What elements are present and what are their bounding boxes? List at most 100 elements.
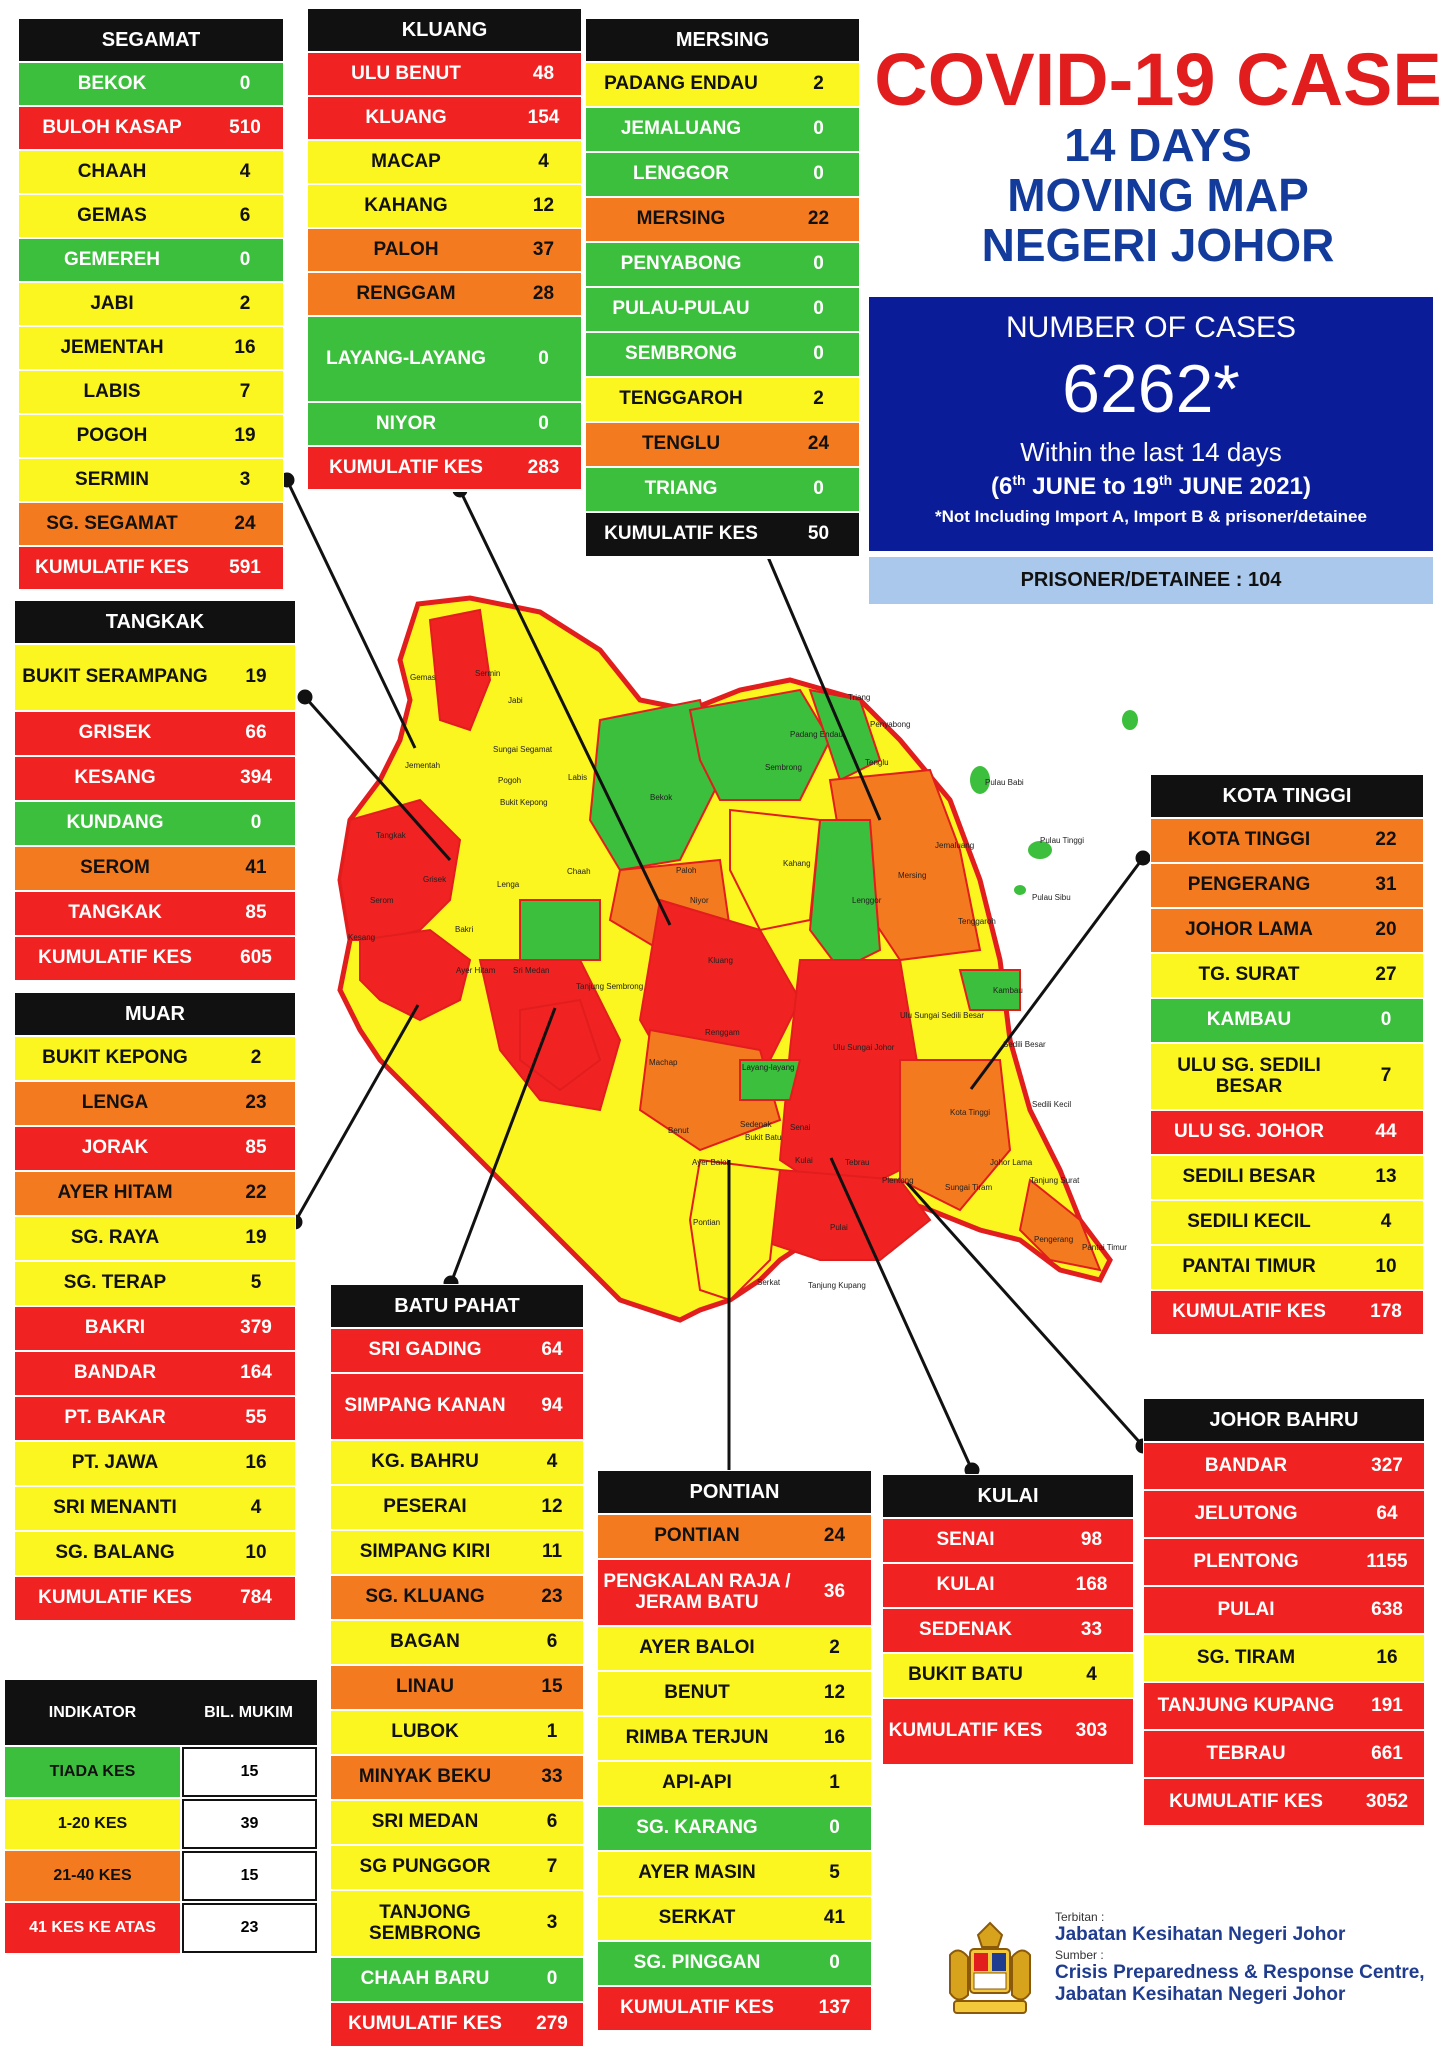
- map-label: Ayer Baloi: [692, 1158, 729, 1167]
- mukim-cases: 191: [1350, 1683, 1424, 1729]
- map-label: Ulu Sungai Sedili Besar: [900, 1011, 984, 1020]
- mukim-name: JEMALUANG: [586, 108, 776, 151]
- mukim-cases: 1155: [1350, 1539, 1424, 1585]
- state-emblem-icon: [949, 1921, 1031, 2014]
- mukim-row: KUMULATIF KES 303: [883, 1699, 1133, 1764]
- mukim-cases: 13: [1349, 1156, 1423, 1199]
- region-bekok: [588, 698, 722, 872]
- mukim-cases: 7: [207, 371, 283, 413]
- mukim-row: MERSING 22: [586, 198, 859, 241]
- mukim-cases: 0: [506, 403, 581, 445]
- mukim-name: TANJONG SEMBRONG: [331, 1891, 519, 1956]
- mukim-cases: 3: [521, 1891, 583, 1956]
- map-label: Bukit Kepong: [500, 798, 548, 807]
- mukim-name: SIMPANG KIRI: [331, 1531, 519, 1574]
- mukim-name: KUMULATIF KES: [598, 1987, 796, 2030]
- mukim-cases: 0: [506, 317, 581, 401]
- mukim-row: SG. KARANG 0: [598, 1807, 871, 1850]
- mukim-row: CHAAH 4: [19, 151, 283, 193]
- cases-footnote: *Not Including Import A, Import B & pris…: [935, 507, 1367, 526]
- mukim-row: SERKAT 41: [598, 1897, 871, 1940]
- mukim-cases: 661: [1350, 1731, 1424, 1777]
- mukim-row: BUKIT SERAMPANG 19: [15, 645, 295, 710]
- legend-label: 41 KES KE ATAS: [5, 1903, 180, 1953]
- map-label: Kulai: [795, 1156, 813, 1165]
- region-pengerang: [1018, 1178, 1102, 1272]
- map-label: Renggam: [705, 1028, 740, 1037]
- map-label: Bakri: [455, 925, 473, 934]
- mukim-name: BANDAR: [15, 1352, 215, 1395]
- mukim-cases: 1: [798, 1762, 871, 1805]
- mukim-name: ULU SG. JOHOR: [1151, 1111, 1347, 1154]
- mukim-name: PT. BAKAR: [15, 1397, 215, 1440]
- mukim-name: MINYAK BEKU: [331, 1756, 519, 1799]
- map-label: Pulau Tinggi: [1040, 836, 1084, 845]
- mukim-row: KUMULATIF KES 605: [15, 937, 295, 980]
- legend-count: 15: [182, 1851, 317, 1901]
- mukim-name: PULAI: [1144, 1587, 1348, 1633]
- mukim-name: AYER MASIN: [598, 1852, 796, 1895]
- district-table-muar: MUAR BUKIT KEPONG 2 LENGA 23 JORAK 85 AYER HITA…: [14, 992, 296, 1623]
- mukim-row: TRIANG 0: [586, 468, 859, 511]
- map-label: Serkat: [757, 1278, 781, 1287]
- mukim-name: SRI MEDAN: [331, 1801, 519, 1844]
- region-renggam: [638, 1028, 782, 1152]
- mukim-name: CHAAH: [19, 151, 205, 193]
- map-label: Ulu Sungai Johor: [833, 1043, 895, 1052]
- mukim-name: KULAI: [883, 1564, 1048, 1607]
- mukim-name: SIMPANG KANAN: [331, 1374, 519, 1439]
- map-label: Kesang: [348, 933, 375, 942]
- mukim-cases: 20: [1349, 909, 1423, 952]
- mukim-cases: 0: [207, 239, 283, 281]
- mukim-name: LENGGOR: [586, 153, 776, 196]
- map-label: Paloh: [676, 866, 696, 875]
- mukim-cases: 283: [506, 447, 581, 489]
- date-sup: th: [1158, 472, 1173, 488]
- mukim-name: SG. KARANG: [598, 1807, 796, 1850]
- region-kluang: [638, 898, 802, 1092]
- mukim-name: PENGERANG: [1151, 864, 1347, 907]
- mukim-row: GEMEREH 0: [19, 239, 283, 281]
- map-label: Tanjung Sembrong: [576, 982, 643, 991]
- legend-header-indicator: INDIKATOR: [48, 1703, 137, 1721]
- map-label: Sungai Segamat: [493, 745, 553, 754]
- mukim-cases: 638: [1350, 1587, 1424, 1633]
- mukim-row: GRISEK 66: [15, 712, 295, 755]
- map-label: Kota Tinggi: [950, 1108, 990, 1117]
- mukim-cases: 7: [521, 1846, 583, 1889]
- map-label: Bukit Batu: [745, 1133, 781, 1142]
- mukim-row: KAMBAU 0: [1151, 999, 1423, 1042]
- legend-rows: TIADA KES 15 1-20 KES 39 21-40 KES 15 41 KES K…: [5, 1747, 317, 1953]
- mukim-name: PENYABONG: [586, 243, 776, 286]
- mukim-cases: 33: [521, 1756, 583, 1799]
- mukim-row: BUKIT KEPONG 2: [15, 1037, 295, 1080]
- mukim-cases: 23: [521, 1576, 583, 1619]
- district-table-kulai: KULAI SENAI 98 KULAI 168 SEDENAK 33 BUKIT BATU 4…: [882, 1474, 1134, 1767]
- cases-label: NUMBER OF CASES: [1005, 311, 1297, 344]
- mukim-row: KESANG 394: [15, 757, 295, 800]
- mukim-cases: 279: [521, 2003, 583, 2046]
- mukim-name: JABI: [19, 283, 205, 325]
- mukim-cases: 3: [207, 459, 283, 501]
- mukim-cases: 23: [217, 1082, 295, 1125]
- source-line: Crisis Preparedness & Response Centre,: [1055, 1962, 1425, 1983]
- legend-label: 21-40 KES: [5, 1851, 180, 1901]
- prisoner-count: PRISONER/DETAINEE : 104: [869, 557, 1433, 604]
- mukim-row: SERMIN 3: [19, 459, 283, 501]
- cases-period-text: Within the last 14 days: [1020, 437, 1282, 467]
- mukim-row: TEBRAU 661: [1144, 1731, 1424, 1777]
- mukim-row: SEMBRONG 0: [586, 333, 859, 376]
- map-label: Benut: [668, 1126, 690, 1135]
- mukim-row: KUMULATIF KES 50: [586, 513, 859, 556]
- mukim-row: BAKRI 379: [15, 1307, 295, 1350]
- mukim-row: KUNDANG 0: [15, 802, 295, 845]
- mukim-row: KAHANG 12: [308, 185, 581, 227]
- published-label: Terbitan :: [1055, 1910, 1105, 1924]
- district-table-johor-bahru: JOHOR BAHRU BANDAR 327 JELUTONG 64 PLENTONG 11…: [1143, 1398, 1425, 1828]
- mukim-cases: 27: [1349, 954, 1423, 997]
- mukim-row: SG. TIRAM 16: [1144, 1635, 1424, 1681]
- region-lenggor: [808, 819, 882, 972]
- mukim-name: GEMEREH: [19, 239, 205, 281]
- district-table-kota-tinggi: KOTA TINGGI KOTA TINGGI 22 PENGERANG 31 JOHOR…: [1150, 774, 1424, 1337]
- mukim-row: PADANG ENDAU 2: [586, 63, 859, 106]
